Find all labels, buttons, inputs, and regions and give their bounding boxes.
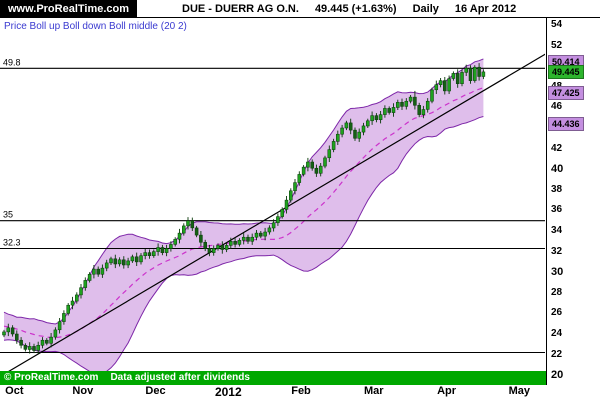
price-tick-label: 52 [551,39,563,51]
footer-bar: © ProRealTime.com Data adjusted after di… [0,371,546,385]
copyright-label: © ProRealTime.com [4,372,99,383]
dividends-note: Data adjusted after dividends [110,372,250,383]
indicator-legend: Price Boll up Boll down Boll middle (20 … [4,21,187,32]
price-tick-label: 46 [551,101,563,113]
price-tick-label: 22 [551,348,563,360]
band-value-tag: 47.425 [548,85,584,100]
price-tick-label: 20 [551,369,564,382]
month-label: Feb [291,385,311,397]
date-label: 16 Apr 2012 [454,2,517,15]
month-label: Apr [437,385,457,397]
price-tick-label: 34 [551,225,563,236]
month-label: Dec [145,385,166,397]
trend-line [8,53,545,371]
price-axis[interactable]: 54525048464442403836343230282624222050.4… [546,18,600,385]
price-tick-label: 40 [551,163,564,176]
month-label: Nov [72,385,94,397]
chart-canvas[interactable]: 49.8 35 32.3 [0,18,546,371]
price-tick-label: 30 [551,266,564,279]
price-tick-label: 54 [551,19,563,30]
candlestick-series [2,63,486,355]
level-label: 32.3 [3,238,21,248]
level-label: 49.8 [3,57,21,67]
price-tick-label: 32 [551,245,563,257]
level-label: 35 [3,210,13,220]
price-tick-label: 38 [551,183,563,195]
instrument-name: DUE - DUERR AG O.N. [182,2,299,15]
timeframe-label: Daily [412,2,439,15]
price-tick-label: 42 [551,142,563,154]
year-label: 2012 [214,385,242,399]
brand-logo: www.ProRealTime.com [0,0,138,18]
bollinger-lower-line [3,116,484,371]
chart-plot-area[interactable]: 49.8 35 32.3 Price Boll up Boll down Boll … [0,18,546,371]
price-tick-label: 26 [551,307,563,319]
bollinger-band-area [4,58,484,371]
price-tick-label: 36 [551,204,563,216]
month-label: Oct [5,385,24,397]
title-bar: www.ProRealTime.com DUE - DUERR AG O.N. … [0,0,600,18]
chart-title: DUE - DUERR AG O.N. 49.445 (+1.63%) Dail… [182,0,516,17]
last-price-tag: 49.445 [548,64,584,79]
price-tick-label: 24 [551,328,563,339]
price-tick-label: 28 [551,286,563,298]
month-label: May [508,385,530,397]
month-label: Mar [364,385,384,397]
last-quote: 49.445 (+1.63%) [314,2,397,15]
band-value-tag: 44.436 [548,116,584,131]
time-axis: Oct Nov Dec 2012 Feb Mar Apr May [0,385,546,400]
